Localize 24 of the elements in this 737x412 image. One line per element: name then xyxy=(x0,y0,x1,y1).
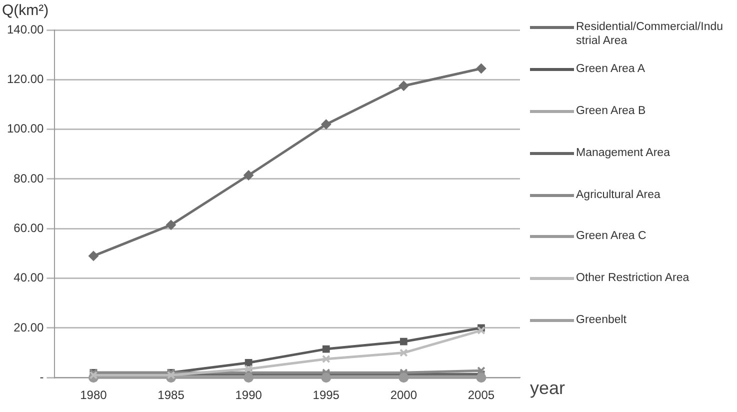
legend-label: Greenbelt xyxy=(576,313,628,328)
y-tick-label: - xyxy=(40,370,44,384)
y-tick-label: 60.00 xyxy=(14,220,44,235)
x-tick-label: 2000 xyxy=(390,388,418,402)
y-tick-label: 40.00 xyxy=(14,270,44,285)
legend-label: Green Area A xyxy=(576,62,646,76)
legend-label: Residential/Commercial/Industrial Area xyxy=(576,20,724,48)
x-tick-label: 1990 xyxy=(235,388,262,402)
legend-label: Green Area B xyxy=(576,104,647,118)
x-tick-label: 1995 xyxy=(312,388,340,402)
x-axis-title: year xyxy=(530,378,566,399)
legend-label: Green Area C xyxy=(576,229,648,244)
legend-label: Agricultural Area xyxy=(576,188,662,202)
y-tick-label: 80.00 xyxy=(14,171,44,186)
y-axis-title: Q(km²) xyxy=(2,2,49,19)
x-tick-label: 1980 xyxy=(80,388,108,402)
y-tick-label: 120.00 xyxy=(7,72,44,86)
y-tick-label: 100.00 xyxy=(7,122,44,136)
y-tick-label: 140.00 xyxy=(7,22,44,36)
y-tick-label: 20.00 xyxy=(14,320,44,334)
x-tick-label: 2005 xyxy=(468,388,495,402)
legend-label: Other Restriction Area xyxy=(576,271,690,286)
x-tick-label: 1985 xyxy=(158,388,185,402)
legend-label: Management Area xyxy=(576,146,671,160)
